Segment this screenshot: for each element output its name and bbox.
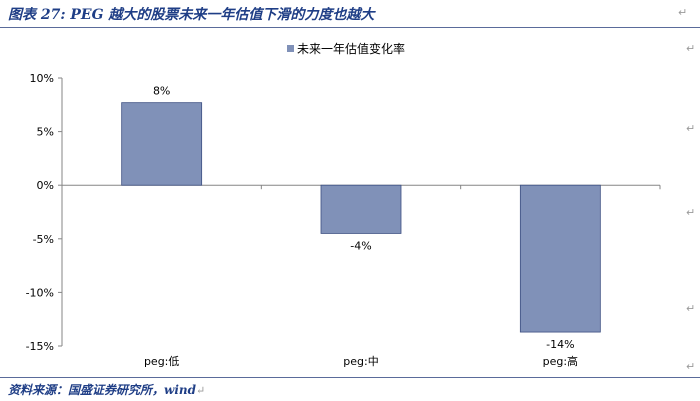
category-labels: peg:低 peg:中 peg:高 — [144, 354, 578, 368]
source-note: 资料来源：国盛证券研究所，wind↵ — [8, 381, 205, 399]
bar — [519, 184, 601, 333]
legend-swatch — [287, 45, 294, 52]
caption-rule — [0, 27, 700, 28]
paragraph-mark: ↵ — [686, 42, 696, 55]
paragraph-mark: ↵ — [686, 122, 696, 135]
bars — [121, 102, 601, 333]
y-tick-label: 10% — [30, 72, 54, 85]
category-label: peg:中 — [343, 355, 378, 368]
legend: 未来一年估值变化率 — [287, 41, 405, 56]
bar-chart: 未来一年估值变化率 10% 5% 0% -5% -10% -15% 8% -4% -14% p… — [26, 28, 665, 373]
y-tick-label: 0% — [37, 179, 54, 192]
paragraph-mark: ↵ — [686, 360, 696, 373]
data-label: -4% — [350, 239, 371, 252]
paragraph-mark: ↵ — [678, 6, 688, 19]
bar — [121, 102, 203, 186]
legend-label: 未来一年估值变化率 — [297, 41, 405, 56]
data-label: -14% — [546, 338, 574, 351]
source-rule — [0, 377, 700, 378]
source-text: 资料来源：国盛证券研究所，wind — [8, 383, 197, 397]
y-tick-label: -10% — [26, 286, 54, 299]
paragraph-mark: ↵ — [686, 302, 696, 315]
y-tick-label: 5% — [37, 126, 54, 139]
category-label: peg:高 — [543, 354, 578, 368]
data-label: 8% — [153, 85, 170, 98]
y-tick-label: -5% — [33, 233, 54, 246]
y-tick-label: -15% — [26, 340, 54, 353]
category-label: peg:低 — [144, 355, 179, 368]
bar — [320, 184, 402, 234]
figure-caption: 图表 27: PEG 越大的股票未来一年估值下滑的力度也越大 — [8, 7, 375, 23]
paragraph-mark: ↵ — [686, 206, 696, 219]
data-labels: 8% -4% -14% — [153, 85, 575, 351]
paragraph-mark: ↵ — [196, 384, 206, 397]
